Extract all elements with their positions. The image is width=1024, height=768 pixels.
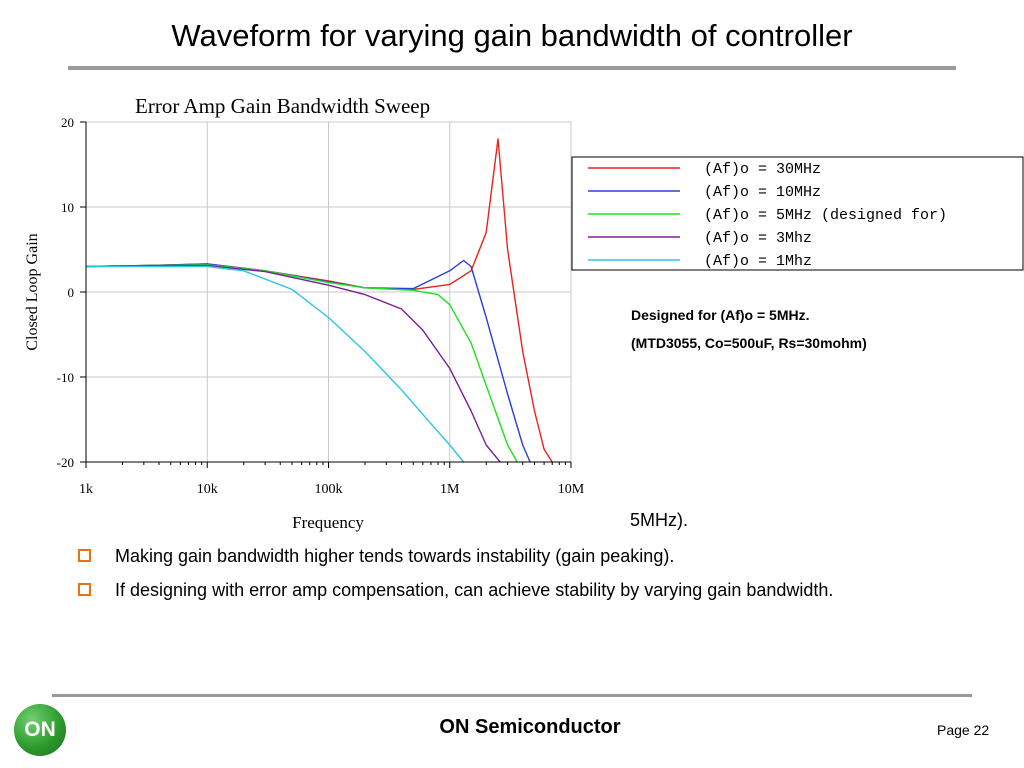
legend-label: (Af)o = 1Mhz	[704, 253, 812, 270]
series-line-3	[86, 264, 501, 462]
x-axis-label: Frequency	[292, 513, 364, 532]
series-line-4	[86, 265, 465, 462]
bullet-text: If designing with error amp compensation…	[115, 580, 834, 600]
series-line-1	[86, 259, 531, 462]
on-semiconductor-logo: ON	[14, 704, 66, 756]
x-tick-label: 10k	[197, 482, 218, 497]
bullet-box-icon	[78, 549, 91, 562]
x-tick-label: 1k	[79, 482, 93, 497]
footer-brand: ON Semiconductor	[439, 716, 621, 738]
x-tick-label: 10M	[558, 482, 585, 497]
top-divider	[68, 66, 956, 70]
x-tick-label: 100k	[315, 482, 343, 497]
partial-bullet-text: 5MHz).	[630, 510, 688, 530]
legend-label: (Af)o = 3Mhz	[704, 230, 812, 247]
y-tick-label: 20	[61, 115, 74, 130]
series-line-2	[86, 264, 518, 462]
page-number: Page 22	[937, 722, 990, 738]
bottom-divider	[52, 694, 972, 697]
chart-title: Error Amp Gain Bandwidth Sweep	[135, 94, 430, 118]
design-note-line2: (MTD3055, Co=500uF, Rs=30mohm)	[631, 335, 867, 351]
y-tick-label: -20	[57, 455, 74, 470]
bullet-box-icon	[78, 583, 91, 596]
legend-label: (Af)o = 5MHz (designed for)	[704, 207, 947, 224]
y-tick-label: 10	[61, 200, 74, 215]
bullet-text: Making gain bandwidth higher tends towar…	[115, 546, 675, 566]
gain-bandwidth-chart: Error Amp Gain Bandwidth Sweep 20 10 0 -10 -…	[24, 94, 1024, 532]
x-tick-label: 1M	[440, 482, 460, 497]
legend-label: (Af)o = 10MHz	[704, 184, 821, 201]
chart-legend: (Af)o = 30MHz (Af)o = 10MHz (Af)o = 5MHz (…	[571, 156, 1024, 271]
y-axis-label: Closed Loop Gain	[24, 233, 41, 350]
design-note-line1: Designed for (Af)o = 5MHz.	[631, 307, 810, 323]
y-tick-label: 0	[68, 285, 75, 300]
legend-label: (Af)o = 30MHz	[704, 161, 821, 178]
slide-title: Waveform for varying gain bandwidth of c…	[171, 18, 853, 53]
y-tick-label: -10	[57, 370, 74, 385]
